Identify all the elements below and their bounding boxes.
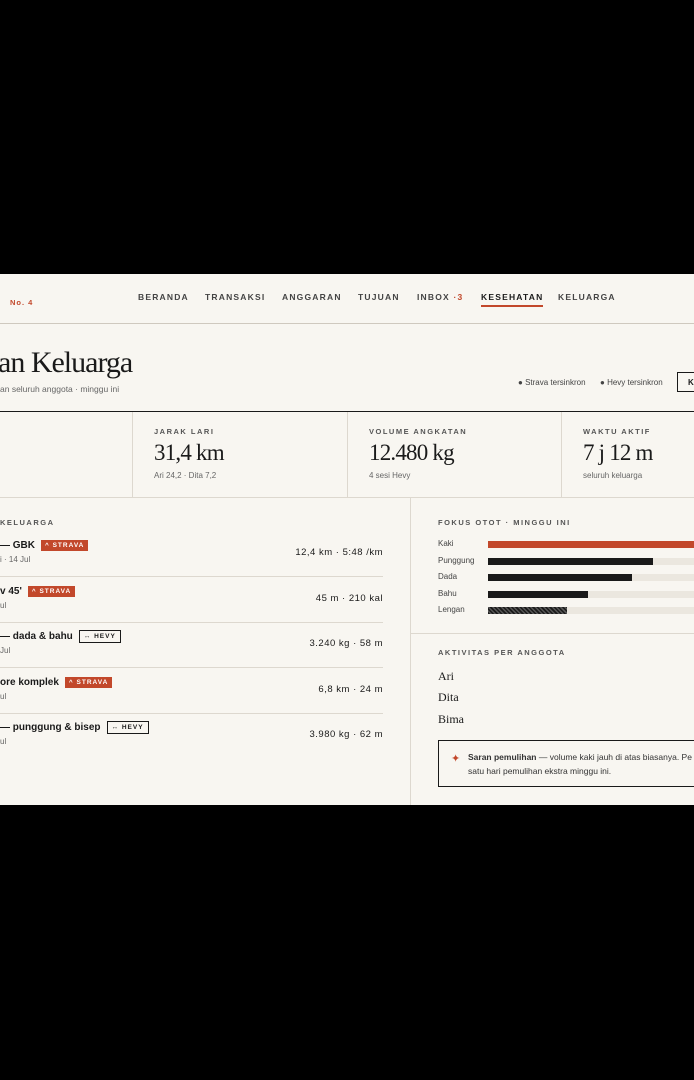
activity-date: Jul <box>0 646 11 655</box>
activity-detail: 3.980 kg · 62 m <box>309 729 383 740</box>
divider <box>0 411 694 412</box>
activity-name: — GBK <box>0 540 35 551</box>
stat-label: JARAK LARI <box>154 427 215 436</box>
activity-detail: 3.240 kg · 58 m <box>309 638 383 649</box>
activity-name: ore komplek <box>0 676 59 688</box>
activity-name: — punggung & bisep <box>0 722 101 733</box>
divider <box>0 576 383 577</box>
activity-name: v 45' <box>0 585 22 597</box>
sync-label: Strava tersinkron <box>525 378 586 387</box>
activity-date: i · 14 Jul <box>0 555 31 564</box>
inbox-count: ·3 <box>453 292 464 302</box>
bar <box>488 574 632 581</box>
bar-label: Lengan <box>438 605 465 614</box>
stat-sub: 4 sesi Hevy <box>369 471 411 480</box>
nav-label: INBOX <box>417 292 450 302</box>
activity-detail: 45 m · 210 kal <box>315 592 383 604</box>
divider <box>0 712 383 714</box>
bar-track <box>488 590 694 598</box>
stat-value: 12.480 kg <box>369 440 455 465</box>
source-badge: ↔ HEVY <box>106 721 149 734</box>
logo: No. 4 <box>10 298 34 307</box>
tip-icon: ✦ <box>451 753 461 765</box>
source-badge: ^ STRAVA <box>41 540 89 551</box>
bar-track <box>488 607 694 614</box>
activity-detail: 12,4 km · 5:48 /km <box>295 547 383 558</box>
nav-item[interactable]: KELUARGA <box>558 292 616 302</box>
bar-label: Dada <box>438 572 458 581</box>
section-title: AKTIVITAS PER ANGGOTA <box>438 648 566 657</box>
app: No. 4 BERANDA TRANSAKSI ANGGARAN TUJUAN … <box>0 274 694 805</box>
bar <box>488 557 653 565</box>
activity-date: ul <box>0 737 7 746</box>
divider <box>411 633 694 634</box>
source-badge: ^ STRAVA <box>27 585 76 597</box>
tip-text: — volume kaki jauh di atas biasanya. Pe <box>536 752 692 762</box>
nav-item[interactable]: INBOX ·3 <box>417 292 463 302</box>
divider <box>0 621 383 623</box>
tip-box: ✦ Saran pemulihan — volume kaki jauh di … <box>438 740 694 787</box>
sync-status: ● Strava tersinkron <box>518 378 586 387</box>
member-name: Ari <box>438 669 454 683</box>
tip-text: satu hari pemulihan ekstra minggu ini. <box>468 766 612 776</box>
stat-label: WAKTU AKTIF <box>583 427 651 436</box>
page-title: an Keluarga <box>0 346 133 379</box>
nav-item[interactable]: ANGGARAN <box>282 292 342 302</box>
divider <box>0 323 694 324</box>
nav-item[interactable]: TUJUAN <box>358 292 400 302</box>
activity-title: — punggung & bisep ↔ HEVY <box>0 721 149 734</box>
divider <box>561 412 562 497</box>
stat-sub: seluruh keluarga <box>583 471 643 480</box>
nav-item[interactable]: BERANDA <box>138 292 189 302</box>
bar <box>488 607 567 614</box>
divider <box>347 412 348 497</box>
button[interactable]: K <box>677 372 694 392</box>
tip-title: Saran pemulihan <box>468 752 537 762</box>
bar-label: Kaki <box>438 539 454 548</box>
activity-title: — GBK ^ STRAVA <box>0 540 89 551</box>
bar-label: Bahu <box>438 588 457 598</box>
stat-label: VOLUME ANGKATAN <box>369 427 468 436</box>
sync-label: Hevy tersinkron <box>607 378 663 387</box>
nav-item[interactable]: TRANSAKSI <box>205 292 266 302</box>
member-name: Dita <box>438 690 459 704</box>
activity-title: ore komplek ^ STRAVA <box>0 676 113 688</box>
stat-value: 7 j 12 m <box>583 440 653 465</box>
section-title: FOKUS OTOT · MINGGU INI <box>438 518 571 527</box>
nav-item-active[interactable]: KESEHATAN <box>481 292 544 307</box>
tip-line: Saran pemulihan — volume kaki jauh di at… <box>468 752 692 762</box>
stat-sub: Ari 24,2 · Dita 7,2 <box>154 471 217 480</box>
bar <box>488 590 588 598</box>
bar <box>488 541 694 548</box>
bar-label: Punggung <box>438 555 475 565</box>
source-badge: ^ STRAVA <box>64 676 113 688</box>
activity-title: v 45' ^ STRAVA <box>0 585 76 597</box>
stat-value: 31,4 km <box>154 440 225 465</box>
section-title: KELUARGA <box>0 518 55 527</box>
divider <box>410 498 411 805</box>
sync-status: ● Hevy tersinkron <box>600 378 663 387</box>
source-badge: ↔ HEVY <box>78 630 121 643</box>
divider <box>132 412 133 497</box>
activity-date: ul <box>0 600 7 610</box>
page-subtitle: an seluruh anggota · minggu ini <box>0 384 120 394</box>
activity-name: — dada & bahu <box>0 631 73 642</box>
divider <box>0 497 694 498</box>
activity-title: — dada & bahu ↔ HEVY <box>0 630 121 643</box>
member-name: Bima <box>438 712 464 726</box>
activity-detail: 6,8 km · 24 m <box>318 683 383 695</box>
divider <box>0 667 383 668</box>
activity-date: ul <box>0 691 7 701</box>
